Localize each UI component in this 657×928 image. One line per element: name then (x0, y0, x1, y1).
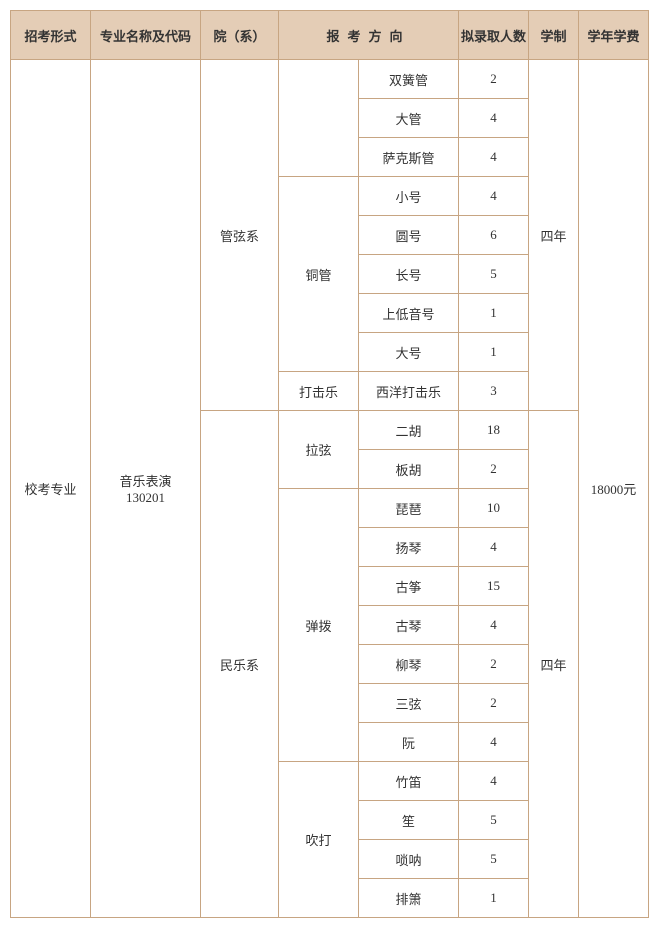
cell-num: 5 (459, 255, 529, 294)
cell-instrument: 西洋打击乐 (359, 372, 459, 411)
cell-instrument: 笙 (359, 801, 459, 840)
admission-table: 招考形式 专业名称及代码 院（系） 报考方向 拟录取人数 学制 学年学费 校考专… (10, 10, 649, 918)
cell-instrument: 大管 (359, 99, 459, 138)
cell-instrument: 大号 (359, 333, 459, 372)
cell-instrument: 三弦 (359, 684, 459, 723)
cell-dept: 管弦系 (201, 60, 279, 411)
cell-num: 2 (459, 645, 529, 684)
cell-fee: 18000元 (579, 60, 649, 918)
cell-instrument: 古筝 (359, 567, 459, 606)
cell-instrument: 阮 (359, 723, 459, 762)
major-name: 音乐表演 (119, 474, 171, 489)
cell-num: 10 (459, 489, 529, 528)
cell-instrument: 排箫 (359, 879, 459, 918)
cell-instrument: 竹笛 (359, 762, 459, 801)
cell-major: 音乐表演 130201 (91, 60, 201, 918)
cell-instrument: 柳琴 (359, 645, 459, 684)
cell-num: 1 (459, 333, 529, 372)
cell-num: 18 (459, 411, 529, 450)
table-row: 校考专业 音乐表演 130201 管弦系 双簧管 2 四年 18000元 (11, 60, 649, 99)
cell-category (279, 60, 359, 177)
cell-num: 5 (459, 801, 529, 840)
cell-instrument: 古琴 (359, 606, 459, 645)
cell-type: 校考专业 (11, 60, 91, 918)
cell-category: 铜管 (279, 177, 359, 372)
cell-num: 4 (459, 762, 529, 801)
cell-num: 2 (459, 684, 529, 723)
cell-num: 6 (459, 216, 529, 255)
header-dept: 院（系） (201, 11, 279, 60)
cell-instrument: 扬琴 (359, 528, 459, 567)
cell-instrument: 板胡 (359, 450, 459, 489)
table-header-row: 招考形式 专业名称及代码 院（系） 报考方向 拟录取人数 学制 学年学费 (11, 11, 649, 60)
cell-category: 拉弦 (279, 411, 359, 489)
cell-num: 15 (459, 567, 529, 606)
header-direction: 报考方向 (279, 11, 459, 60)
cell-category: 吹打 (279, 762, 359, 918)
header-years: 学制 (529, 11, 579, 60)
cell-dept: 民乐系 (201, 411, 279, 918)
cell-instrument: 小号 (359, 177, 459, 216)
cell-instrument: 双簧管 (359, 60, 459, 99)
cell-num: 5 (459, 840, 529, 879)
cell-num: 2 (459, 60, 529, 99)
header-fee: 学年学费 (579, 11, 649, 60)
cell-num: 1 (459, 879, 529, 918)
header-major: 专业名称及代码 (91, 11, 201, 60)
cell-num: 4 (459, 723, 529, 762)
cell-instrument: 圆号 (359, 216, 459, 255)
cell-category: 弹拨 (279, 489, 359, 762)
cell-years: 四年 (529, 60, 579, 411)
cell-instrument: 琵琶 (359, 489, 459, 528)
header-type: 招考形式 (11, 11, 91, 60)
cell-instrument: 长号 (359, 255, 459, 294)
cell-num: 4 (459, 177, 529, 216)
cell-category: 打击乐 (279, 372, 359, 411)
cell-num: 1 (459, 294, 529, 333)
cell-num: 3 (459, 372, 529, 411)
cell-years: 四年 (529, 411, 579, 918)
cell-instrument: 唢呐 (359, 840, 459, 879)
cell-instrument: 二胡 (359, 411, 459, 450)
cell-num: 2 (459, 450, 529, 489)
cell-instrument: 萨克斯管 (359, 138, 459, 177)
cell-num: 4 (459, 138, 529, 177)
cell-instrument: 上低音号 (359, 294, 459, 333)
major-code: 130201 (126, 490, 165, 505)
cell-num: 4 (459, 528, 529, 567)
cell-num: 4 (459, 606, 529, 645)
cell-num: 4 (459, 99, 529, 138)
header-num: 拟录取人数 (459, 11, 529, 60)
